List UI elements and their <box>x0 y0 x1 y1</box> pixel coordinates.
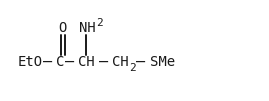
Text: —: — <box>136 54 145 68</box>
Text: 2: 2 <box>96 18 103 28</box>
Text: CH: CH <box>112 55 129 69</box>
Text: SMe: SMe <box>150 55 175 69</box>
Text: —: — <box>99 54 108 68</box>
Text: CH: CH <box>78 55 95 69</box>
Text: EtO: EtO <box>18 55 43 69</box>
Text: —: — <box>65 54 74 68</box>
Text: NH: NH <box>79 21 96 35</box>
Text: —: — <box>43 54 52 68</box>
Text: O: O <box>58 21 66 35</box>
Text: 2: 2 <box>129 63 136 73</box>
Text: C: C <box>56 55 64 69</box>
